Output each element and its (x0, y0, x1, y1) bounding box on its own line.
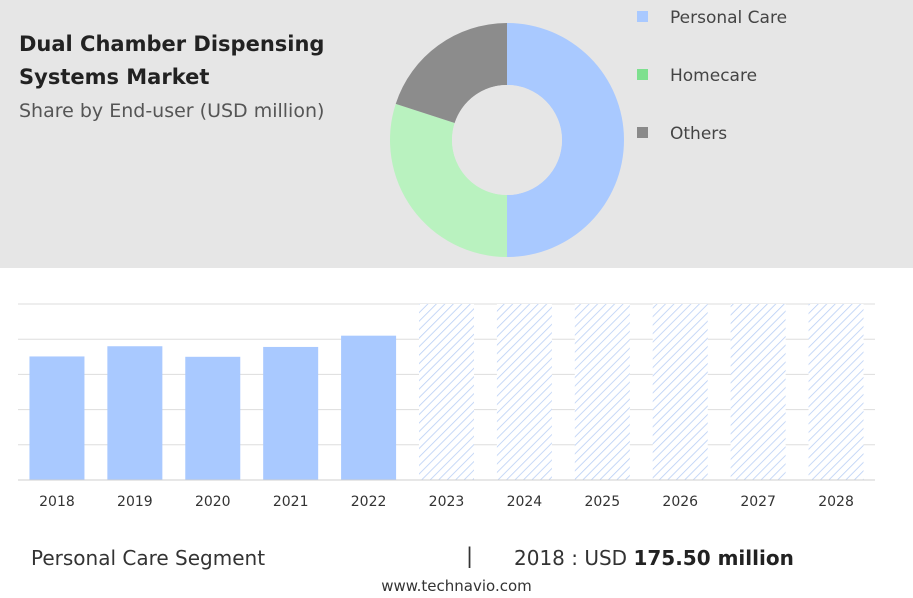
bar-2019 (107, 346, 163, 480)
segment-value-prefix: 2018 : USD (514, 546, 634, 570)
bar-chart: 2018 2019 2020 2021 2022 2023 2024 2025 2026 2027… (18, 303, 875, 510)
legend-swatch (637, 10, 648, 22)
chart-subtitle: Share by End-user (USD million) (19, 100, 325, 122)
legend-label: Others (670, 124, 728, 144)
forecast-bar-2028 (808, 304, 864, 480)
legend-swatch (637, 68, 648, 80)
forecast-bar-2027 (730, 304, 786, 480)
x-tick-label: 2018 (39, 494, 75, 510)
legend-item-others: Others (637, 124, 727, 144)
x-tick-label: 2021 (273, 494, 309, 510)
forecast-bar-2026 (652, 304, 708, 480)
legend-swatch (637, 126, 648, 138)
bar-2022 (341, 335, 397, 480)
bar-2018 (29, 356, 85, 480)
segment-value: 2018 : USD 175.50 million (514, 546, 794, 570)
forecast-bar-2023 (419, 304, 474, 480)
x-tick-label: 2025 (584, 494, 620, 510)
legend-item-homecare: Homecare (637, 66, 757, 86)
x-tick-label: 2020 (195, 494, 231, 510)
footer-separator: | (466, 544, 474, 568)
donut-slice-homecare (390, 103, 507, 258)
bar-2020 (185, 356, 241, 480)
x-tick-label: 2026 (662, 494, 698, 510)
segment-value-amount: 175.50 million (633, 546, 794, 570)
donut-slice-others (395, 23, 507, 124)
forecast-bar-2025 (574, 304, 630, 480)
segment-label: Personal Care Segment (31, 546, 266, 570)
x-tick-label: 2028 (818, 494, 854, 510)
bar-2021 (263, 346, 319, 480)
donut-chart (390, 23, 624, 258)
x-tick-label: 2023 (429, 494, 465, 510)
forecast-bar-2024 (496, 304, 552, 480)
x-tick-label: 2019 (117, 494, 153, 510)
chart-title: Dual Chamber Dispensing Systems Market (19, 32, 325, 89)
donut-slice-personal-care (507, 23, 624, 257)
donut-hole (452, 85, 562, 195)
legend-label: Personal Care (670, 8, 788, 28)
watermark-url: www.technavio.com (381, 577, 532, 595)
legend-label: Homecare (670, 66, 758, 86)
legend-item-personal-care: Personal Care (637, 8, 787, 28)
x-tick-label: 2022 (351, 494, 387, 510)
x-tick-label: 2027 (740, 494, 776, 510)
x-tick-label: 2024 (507, 494, 543, 510)
